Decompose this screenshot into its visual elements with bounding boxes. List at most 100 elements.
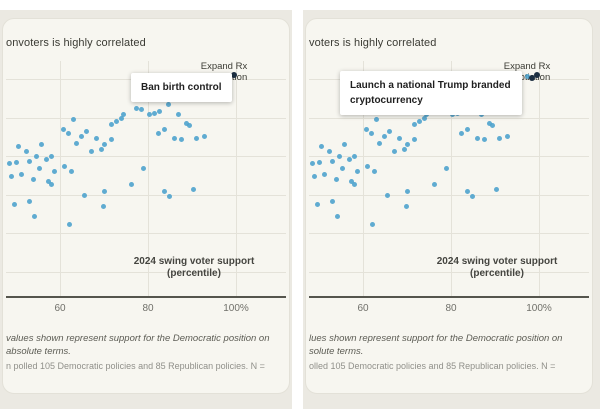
scatter-point[interactable]	[337, 154, 342, 159]
scatter-point[interactable]	[312, 174, 317, 179]
scatter-point[interactable]	[459, 131, 464, 136]
scatter-point[interactable]	[109, 122, 114, 127]
scatter-point[interactable]	[134, 106, 139, 111]
scatter-point[interactable]	[14, 160, 19, 165]
scatter-point[interactable]	[34, 154, 39, 159]
scatter-point[interactable]	[327, 149, 332, 154]
scatter-point[interactable]	[69, 169, 74, 174]
scatter-point[interactable]	[184, 121, 189, 126]
scatter-point[interactable]	[334, 177, 339, 182]
scatter-point[interactable]	[49, 154, 54, 159]
scatter-point[interactable]	[330, 199, 335, 204]
scatter-point[interactable]	[412, 137, 417, 142]
scatter-point[interactable]	[27, 199, 32, 204]
scatter-point[interactable]	[494, 187, 499, 192]
scatter-point[interactable]	[27, 159, 32, 164]
scatter-point[interactable]	[412, 122, 417, 127]
scatter-point[interactable]	[405, 189, 410, 194]
scatter-point[interactable]	[129, 182, 134, 187]
scatter-point[interactable]	[402, 147, 407, 152]
scatter-point[interactable]	[322, 172, 327, 177]
scatter-point[interactable]	[46, 179, 51, 184]
scatter-point[interactable]	[39, 142, 44, 147]
scatter-point[interactable]	[44, 157, 49, 162]
scatter-point[interactable]	[347, 157, 352, 162]
scatter-point[interactable]	[444, 166, 449, 171]
scatter-point[interactable]	[121, 112, 126, 117]
scatter-point[interactable]	[102, 189, 107, 194]
scatter-plot[interactable]: 60 80 100% 2024 swing voter support (per…	[3, 19, 289, 393]
scatter-point[interactable]	[525, 74, 530, 79]
scatter-point[interactable]	[84, 129, 89, 134]
scatter-point[interactable]	[490, 123, 495, 128]
scatter-point[interactable]	[365, 164, 370, 169]
scatter-point[interactable]	[340, 166, 345, 171]
scatter-point[interactable]	[114, 119, 119, 124]
scatter-point[interactable]	[497, 136, 502, 141]
scatter-point[interactable]	[432, 182, 437, 187]
scatter-point[interactable]	[191, 187, 196, 192]
scatter-point[interactable]	[187, 123, 192, 128]
scatter-point[interactable]	[101, 204, 106, 209]
scatter-point[interactable]	[31, 177, 36, 182]
scatter-point[interactable]	[74, 141, 79, 146]
scatter-point[interactable]	[487, 121, 492, 126]
scatter-point[interactable]	[352, 182, 357, 187]
scatter-plot[interactable]: 60 80 100% 2024 swing voter support (per…	[306, 19, 592, 393]
scatter-point[interactable]	[172, 136, 177, 141]
scatter-point[interactable]	[156, 131, 161, 136]
scatter-point[interactable]	[119, 116, 124, 121]
scatter-point[interactable]	[372, 169, 377, 174]
scatter-point[interactable]	[370, 222, 375, 227]
scatter-point[interactable]	[102, 142, 107, 147]
scatter-point[interactable]	[32, 214, 37, 219]
scatter-point[interactable]	[374, 117, 379, 122]
scatter-point[interactable]	[66, 131, 71, 136]
scatter-point[interactable]	[176, 112, 181, 117]
scatter-point[interactable]	[317, 160, 322, 165]
scatter-point[interactable]	[369, 131, 374, 136]
scatter-point[interactable]	[19, 172, 24, 177]
scatter-point[interactable]	[166, 102, 171, 107]
scatter-point[interactable]	[342, 142, 347, 147]
scatter-point[interactable]	[99, 147, 104, 152]
scatter-point[interactable]	[465, 127, 470, 132]
scatter-point[interactable]	[385, 193, 390, 198]
scatter-point[interactable]	[310, 161, 315, 166]
scatter-point[interactable]	[147, 112, 152, 117]
scatter-point[interactable]	[52, 169, 57, 174]
scatter-point[interactable]	[482, 137, 487, 142]
scatter-point[interactable]	[392, 149, 397, 154]
scatter-point[interactable]	[9, 174, 14, 179]
scatter-point[interactable]	[139, 107, 144, 112]
scatter-point[interactable]	[157, 109, 162, 114]
scatter-point[interactable]	[152, 111, 157, 116]
scatter-point[interactable]	[62, 164, 67, 169]
scatter-point[interactable]	[141, 166, 146, 171]
scatter-point[interactable]	[377, 141, 382, 146]
highlighted-scatter-point[interactable]	[529, 75, 535, 81]
scatter-point[interactable]	[319, 144, 324, 149]
scatter-point[interactable]	[364, 127, 369, 132]
scatter-point[interactable]	[162, 189, 167, 194]
scatter-point[interactable]	[470, 194, 475, 199]
scatter-point[interactable]	[16, 144, 21, 149]
scatter-point[interactable]	[94, 136, 99, 141]
scatter-point[interactable]	[79, 134, 84, 139]
highlighted-scatter-point[interactable]	[231, 72, 237, 78]
highlighted-scatter-point[interactable]	[534, 72, 540, 78]
scatter-point[interactable]	[167, 194, 172, 199]
scatter-point[interactable]	[505, 134, 510, 139]
scatter-point[interactable]	[202, 134, 207, 139]
scatter-point[interactable]	[382, 134, 387, 139]
scatter-point[interactable]	[67, 222, 72, 227]
scatter-point[interactable]	[194, 136, 199, 141]
scatter-point[interactable]	[475, 136, 480, 141]
scatter-point[interactable]	[12, 202, 17, 207]
scatter-point[interactable]	[162, 127, 167, 132]
scatter-point[interactable]	[355, 169, 360, 174]
scatter-point[interactable]	[352, 154, 357, 159]
scatter-point[interactable]	[404, 204, 409, 209]
scatter-point[interactable]	[330, 159, 335, 164]
scatter-point[interactable]	[465, 189, 470, 194]
